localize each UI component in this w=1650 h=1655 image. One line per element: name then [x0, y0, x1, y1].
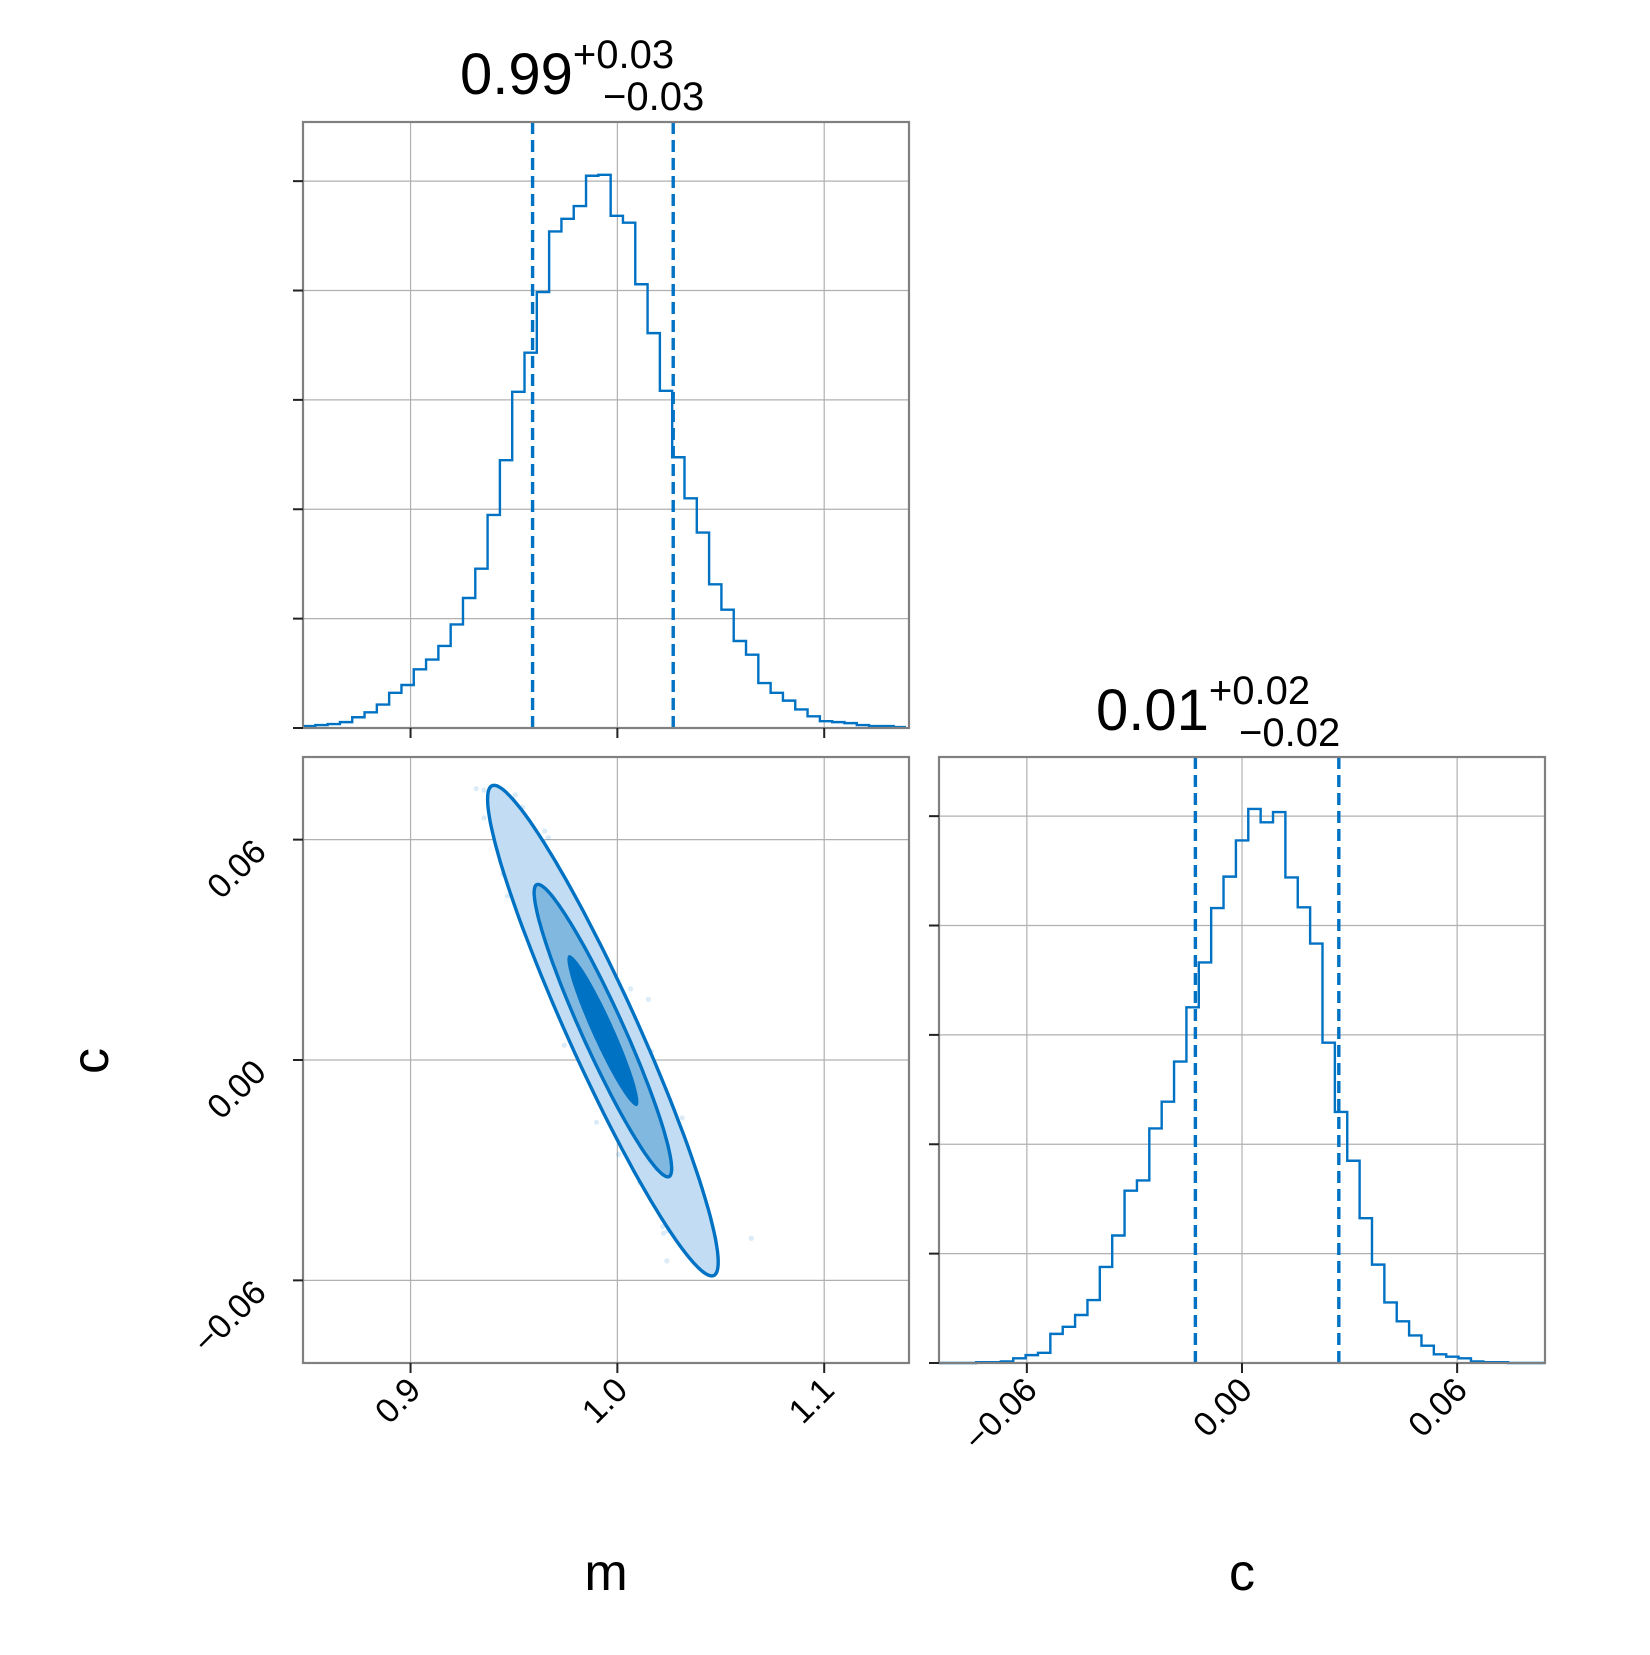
contour-sample-point [615, 1151, 622, 1157]
contour-sample-point [679, 1115, 685, 1121]
contour-levels [485, 783, 720, 1278]
contour-sample-point [593, 1119, 600, 1125]
contour-x-tick-label: 1.0 [575, 1371, 635, 1431]
histogram-m-panel: 0.99+0.03 −0.03 [293, 33, 911, 738]
contour-y-tick-label: 0.06 [200, 832, 274, 906]
contour-sample-point [545, 835, 551, 841]
contour-y-tick-label: 0.00 [200, 1053, 274, 1127]
histogram-c-quantile-lines [1193, 757, 1341, 1363]
histogram-c-x-tick-label: −0.06 [957, 1371, 1045, 1459]
histogram-c-x-tick-labels: −0.06 0.00 0.06 [957, 1371, 1475, 1459]
contour-sample-point [504, 893, 511, 899]
contour-level-3 [567, 955, 639, 1107]
histogram-c-bars [939, 807, 1546, 1365]
contour-sample-point [748, 1235, 754, 1241]
contour-y-tick-labels: −0.06 0.00 0.06 [186, 832, 274, 1360]
histogram-c-title-median: 0.01 [1096, 678, 1209, 743]
contour-sample-point [512, 792, 519, 798]
contour-x-tick-label: 0.9 [368, 1371, 428, 1431]
contour-sample-point [542, 828, 548, 834]
y-axis-label-c: c [62, 1048, 120, 1074]
contour-sample-point [628, 986, 634, 992]
contour-sample-point [664, 1258, 670, 1264]
histogram-m-title: 0.99+0.03 [460, 33, 674, 107]
histogram-c-grid [939, 757, 1545, 1363]
histogram-m-title-minus: −0.03 [603, 75, 704, 119]
x-axis-label-m: m [584, 1544, 627, 1602]
x-axis-label-c: c [1229, 1544, 1255, 1602]
contour-ticks [293, 838, 826, 1373]
histogram-c-ticks [929, 815, 1459, 1373]
histogram-c-title-minus: −0.02 [1239, 711, 1340, 755]
contour-sample-point [561, 1042, 567, 1048]
histogram-c-x-tick-label: 0.00 [1186, 1371, 1260, 1445]
histogram-c-x-tick-label: 0.06 [1401, 1371, 1475, 1445]
histogram-c-title: 0.01+0.02 [1096, 669, 1310, 743]
contour-sample-point [473, 786, 479, 792]
contour-x-tick-label: 1.1 [782, 1371, 842, 1431]
histogram-m-title-median: 0.99 [460, 42, 573, 107]
contour-sample-point [481, 787, 487, 793]
contour-sample-point [645, 996, 652, 1003]
histogram-m-title-plus: +0.03 [573, 33, 674, 77]
histogram-m-bars [303, 173, 907, 729]
histogram-c-title-plus: +0.02 [1209, 669, 1310, 713]
contour-m-c-panel: 0.9 1.0 1.1 −0.06 0.00 0.06 m c [62, 755, 911, 1602]
histogram-m-grid [303, 122, 909, 728]
contour-sample-point [660, 1224, 666, 1230]
contour-sample-point [661, 1230, 667, 1236]
contour-sample-point [481, 815, 487, 821]
histogram-m-ticks [293, 180, 826, 738]
contour-x-tick-labels: 0.9 1.0 1.1 [368, 1371, 842, 1431]
contour-y-tick-label: −0.06 [186, 1273, 274, 1361]
histogram-c-panel: −0.06 0.00 0.06 0.01+0.02 −0.02 c [929, 669, 1547, 1602]
histogram-m-frame [301, 120, 911, 730]
histogram-m-quantile-lines [530, 122, 675, 728]
